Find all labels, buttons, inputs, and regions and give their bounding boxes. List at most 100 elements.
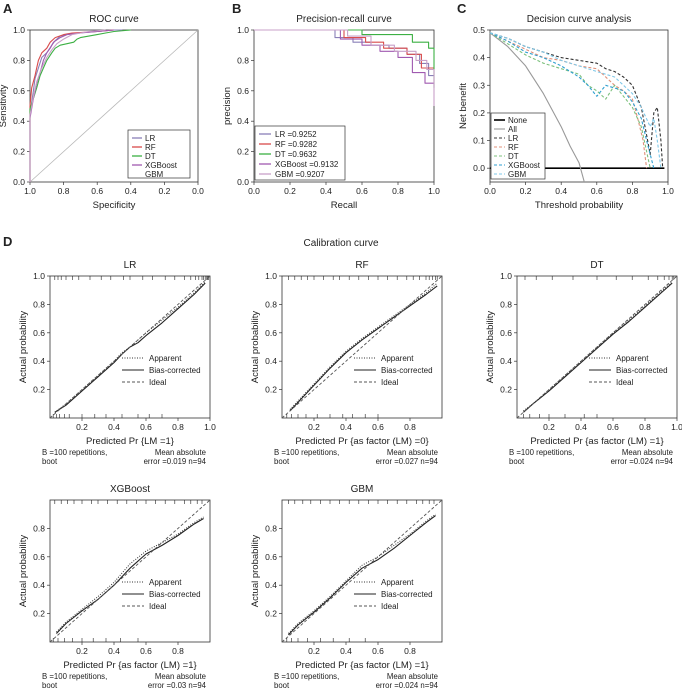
y-tick-label: 0.4 <box>265 356 277 366</box>
legend-label: DT =0.9632 <box>275 150 317 159</box>
x-tick-label: 0.2 <box>308 422 320 432</box>
legend-label: XGBoost =0.9132 <box>275 160 339 169</box>
x-axis-label: Predicted Pr {as factor (LM) =1} <box>295 660 428 671</box>
series-line-ideal <box>49 275 211 419</box>
x-tick-label: 0.0 <box>484 186 496 196</box>
y-tick-label: 0.3 <box>473 80 485 90</box>
footer-left-line: boot <box>42 681 58 690</box>
series-line-ideal <box>281 275 443 419</box>
x-tick-label: 0.2 <box>158 186 170 196</box>
y-axis-label: Sensitivity <box>0 84 9 127</box>
series-line-ideal <box>49 499 211 643</box>
series-line-bias-corrected <box>288 515 436 636</box>
footer-right-line: Mean absolute <box>387 448 438 457</box>
y-axis-label: Actual probability <box>250 311 261 384</box>
series-line-dt <box>254 29 435 88</box>
y-tick-label: 0.8 <box>13 55 25 65</box>
y-tick-label: 0.6 <box>500 328 512 338</box>
chart-title: DT <box>590 260 603 271</box>
y-tick-label: 0.2 <box>237 147 249 157</box>
series-line-lr <box>29 29 123 182</box>
legend-label: DT <box>508 152 519 161</box>
y-tick-label: 0.4 <box>473 53 485 63</box>
x-tick-label: 0.4 <box>555 186 567 196</box>
y-tick-label: 0.0 <box>13 177 25 187</box>
x-tick-label: 0.8 <box>172 646 184 656</box>
y-tick-label: 0.2 <box>265 609 277 619</box>
y-tick-label: 1.0 <box>237 25 249 35</box>
x-tick-label: 0.6 <box>372 422 384 432</box>
series-line-bias-corrected <box>289 285 438 412</box>
x-tick-label: 0.2 <box>76 646 88 656</box>
legend-label: RF =0.9282 <box>275 140 318 149</box>
x-tick-label: 0.2 <box>284 186 296 196</box>
x-tick-label: 0.6 <box>356 186 368 196</box>
x-tick-label: 0.2 <box>76 422 88 432</box>
x-tick-label: 0.8 <box>639 422 651 432</box>
series-line-apparent <box>288 513 436 634</box>
legend-label: GBM <box>508 170 527 179</box>
charts-layer: ROC curve Specificity Sensitivity 1.0 0.8 0.6… <box>0 14 682 690</box>
footer-left-line: B =100 repetitions, <box>42 448 107 457</box>
chart-roc: ROC curve Specificity Sensitivity 1.0 0.8 0.6… <box>0 14 204 211</box>
legend-label: XGBoost <box>508 161 541 170</box>
series-line-rf <box>489 32 648 169</box>
legend-label: Ideal <box>149 602 167 611</box>
series-line-gbm <box>254 29 435 106</box>
footer-left-line: boot <box>274 681 290 690</box>
legend-label: Apparent <box>616 354 649 363</box>
chart-cal_lr: LR Predicted Pr {LM =1} Actual probability… <box>18 260 216 466</box>
footer-right-line: error =0.027 n=94 <box>376 457 439 466</box>
x-axis-label: Specificity <box>93 200 136 211</box>
x-tick-label: 0.4 <box>125 186 137 196</box>
panel-label-c: C <box>457 1 467 16</box>
y-tick-label: 0.2 <box>33 609 45 619</box>
x-tick-label: 0.8 <box>626 186 638 196</box>
x-tick-label: 0.6 <box>140 646 152 656</box>
legend-label: None <box>508 116 528 125</box>
footer-left-line: boot <box>509 457 525 466</box>
footer-right-line: error =0.03 n=94 <box>148 681 207 690</box>
series-line-apparent <box>56 516 204 633</box>
footer-right-line: error =0.019 n=94 <box>144 457 207 466</box>
chart-cal_dt: DT Predicted Pr {as factor (LM) =1} Actual… <box>485 260 682 466</box>
y-tick-label: 0.8 <box>237 55 249 65</box>
y-axis-label: Actual probability <box>18 311 29 384</box>
panel-label-a: A <box>3 1 13 16</box>
y-tick-label: 0.5 <box>473 25 485 35</box>
legend-label: Ideal <box>616 378 634 387</box>
legend-label: All <box>508 125 517 134</box>
legend-label: LR <box>145 134 155 143</box>
x-tick-label: 0.6 <box>140 422 152 432</box>
x-tick-label: 0.4 <box>108 646 120 656</box>
x-tick-label: 0.8 <box>404 646 416 656</box>
legend-label: Bias-corrected <box>381 590 433 599</box>
x-tick-label: 0.4 <box>340 422 352 432</box>
footer-left-line: B =100 repetitions, <box>274 448 339 457</box>
footer-left-line: boot <box>42 457 58 466</box>
y-tick-label: 0.8 <box>33 299 45 309</box>
series-line-ideal <box>281 499 443 643</box>
legend-label: RF <box>145 143 156 152</box>
y-tick-label: 0.8 <box>500 299 512 309</box>
y-tick-label: 0.8 <box>33 523 45 533</box>
x-tick-label: 0.8 <box>172 422 184 432</box>
legend-label: GBM <box>145 170 164 179</box>
x-tick-label: 0.6 <box>372 646 384 656</box>
chart-title: Precision-recall curve <box>296 14 392 25</box>
legend-label: Bias-corrected <box>149 590 201 599</box>
legend-label: DT <box>145 152 156 161</box>
y-tick-label: 1.0 <box>500 271 512 281</box>
legend-label: Bias-corrected <box>381 366 433 375</box>
x-tick-label: 1.0 <box>204 422 216 432</box>
series-line-gbm <box>29 29 106 182</box>
x-tick-label: 0.2 <box>520 186 532 196</box>
y-axis-label: Actual probability <box>485 311 496 384</box>
x-tick-label: 0.4 <box>575 422 587 432</box>
footer-right-line: error =0.024 n=94 <box>611 457 674 466</box>
footer-right-line: Mean absolute <box>622 448 673 457</box>
y-tick-label: 0.6 <box>33 552 45 562</box>
series-line-apparent <box>523 281 673 412</box>
y-tick-label: 0.6 <box>13 86 25 96</box>
chart-cal_xgb: XGBoost Predicted Pr {as factor (LM) =1} A… <box>18 484 211 690</box>
